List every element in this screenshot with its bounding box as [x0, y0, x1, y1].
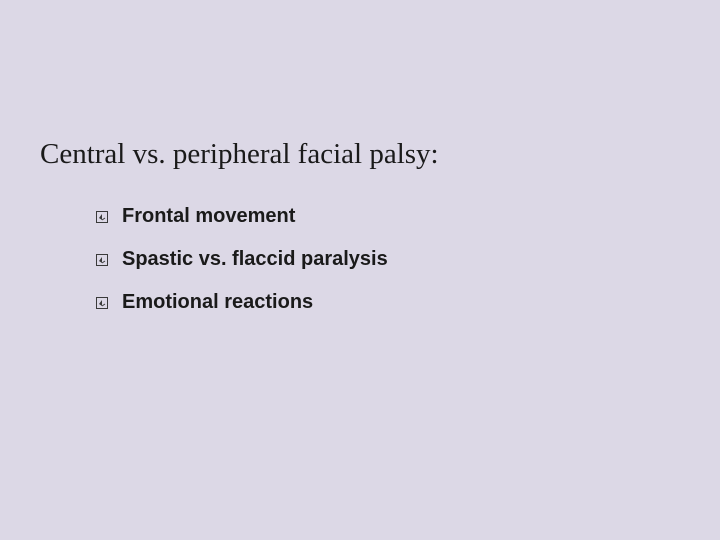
slide-container: Central vs. peripheral facial palsy: Fro…	[0, 0, 720, 540]
list-item: Frontal movement	[96, 205, 680, 228]
bullet-icon	[96, 253, 108, 265]
bullet-text: Frontal movement	[122, 205, 295, 228]
list-item: Emotional reactions	[96, 291, 680, 314]
bullet-icon	[96, 296, 108, 308]
slide-title: Central vs. peripheral facial palsy:	[40, 138, 680, 171]
bullet-text: Emotional reactions	[122, 291, 313, 314]
bullet-icon	[96, 210, 108, 222]
bullet-list: Frontal movement Spastic vs. flaccid par…	[40, 205, 680, 314]
list-item: Spastic vs. flaccid paralysis	[96, 248, 680, 271]
bullet-text: Spastic vs. flaccid paralysis	[122, 248, 388, 271]
